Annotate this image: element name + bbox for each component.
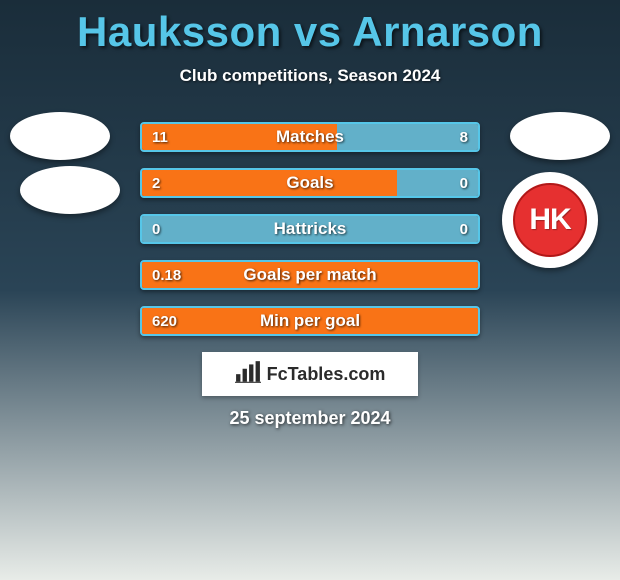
comparison-title: Hauksson vs Arnarson: [0, 0, 620, 56]
stat-row: 118Matches: [140, 122, 480, 152]
snapshot-date: 25 september 2024: [0, 408, 620, 429]
right-crest-round: HK: [502, 172, 598, 268]
stat-row: 20Goals: [140, 168, 480, 198]
stat-bar-left: [142, 170, 397, 196]
stat-bar-left: [142, 308, 478, 334]
branding-text: FcTables.com: [267, 364, 386, 385]
right-crest-1: [510, 112, 610, 160]
stat-bar-right: [397, 170, 478, 196]
right-crest-badge: HK: [511, 181, 589, 259]
stat-row: 00Hattricks: [140, 214, 480, 244]
stat-bar-right: [142, 216, 478, 242]
bar-chart-icon: [235, 361, 261, 388]
stat-row: 620Min per goal: [140, 306, 480, 336]
stat-row: 0.18Goals per match: [140, 260, 480, 290]
stats-container: 118Matches 20Goals 00Hattricks 0.18Goals pe…: [140, 122, 480, 352]
left-crest-2: [20, 166, 120, 214]
stat-bar-left: [142, 262, 478, 288]
comparison-subtitle: Club competitions, Season 2024: [0, 66, 620, 86]
stat-bar-right: [337, 124, 478, 150]
left-crest-1: [10, 112, 110, 160]
branding-badge: FcTables.com: [202, 352, 418, 396]
stat-bar-left: [142, 124, 337, 150]
